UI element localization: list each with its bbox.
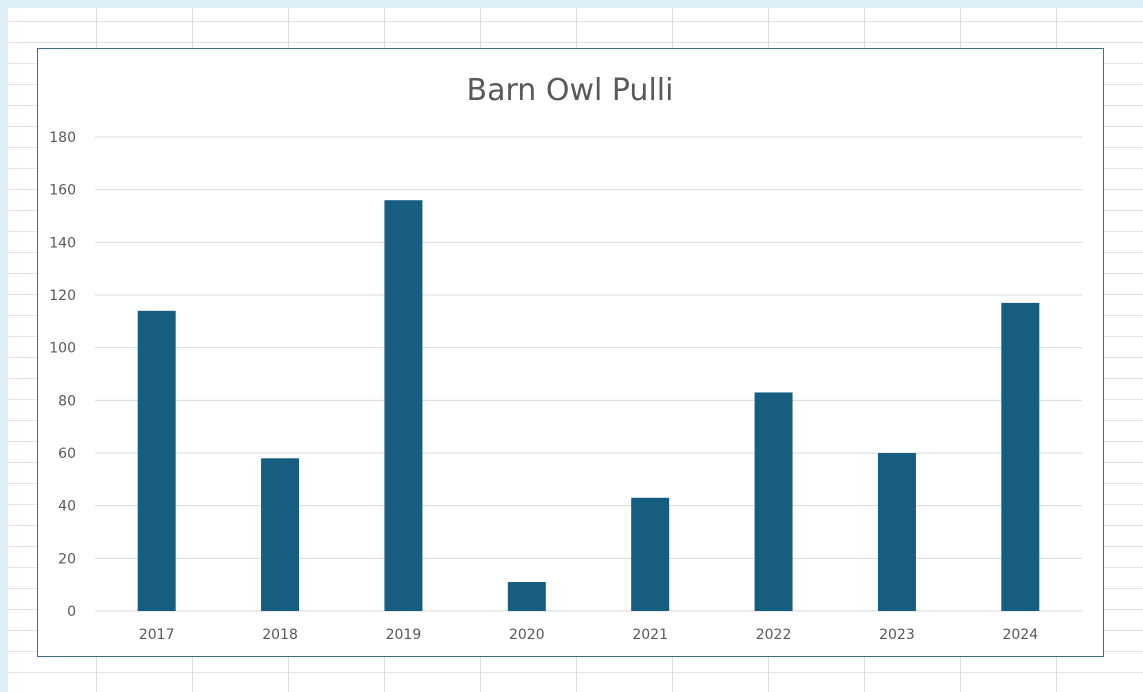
x-tick-label: 2019 [386,627,422,643]
bars [137,200,1040,611]
bar-2024[interactable] [1001,302,1040,611]
x-tick-label: 2020 [509,627,545,643]
x-tick-label: 2024 [1002,627,1038,643]
sheet-row-header-strip [0,0,8,692]
bar-2022[interactable] [754,392,793,611]
x-tick-label: 2017 [139,627,175,643]
y-tick-label: 180 [49,130,76,146]
y-tick-label: 0 [67,604,76,620]
bar-2021[interactable] [631,497,670,611]
bar-2019[interactable] [384,200,423,611]
y-tick-label: 140 [49,235,76,251]
gridlines [95,136,1082,612]
chart-title: Barn Owl Pulli [467,73,674,108]
x-axis-tick-labels: 2017 2018 2019 2020 2021 2022 2023 2024 [139,627,1038,643]
y-tick-label: 40 [58,499,76,515]
y-tick-label: 20 [58,551,76,567]
x-tick-label: 2023 [879,627,915,643]
sheet-header-strip [0,0,1143,8]
bar-2020[interactable] [507,582,546,611]
bar-2018[interactable] [261,458,300,611]
y-tick-label: 80 [58,393,76,409]
y-tick-label: 60 [58,446,76,462]
y-tick-label: 100 [49,341,76,357]
chart-container[interactable] [37,48,1104,657]
y-axis-tick-labels: 0 20 40 60 80 100 120 140 160 180 [49,130,76,620]
y-tick-label: 120 [49,288,76,304]
x-tick-label: 2018 [262,627,298,643]
bar-2017[interactable] [137,310,176,611]
bar-2023[interactable] [877,453,916,611]
y-tick-label: 160 [49,183,76,199]
x-tick-label: 2021 [632,627,668,643]
x-tick-label: 2022 [756,627,792,643]
